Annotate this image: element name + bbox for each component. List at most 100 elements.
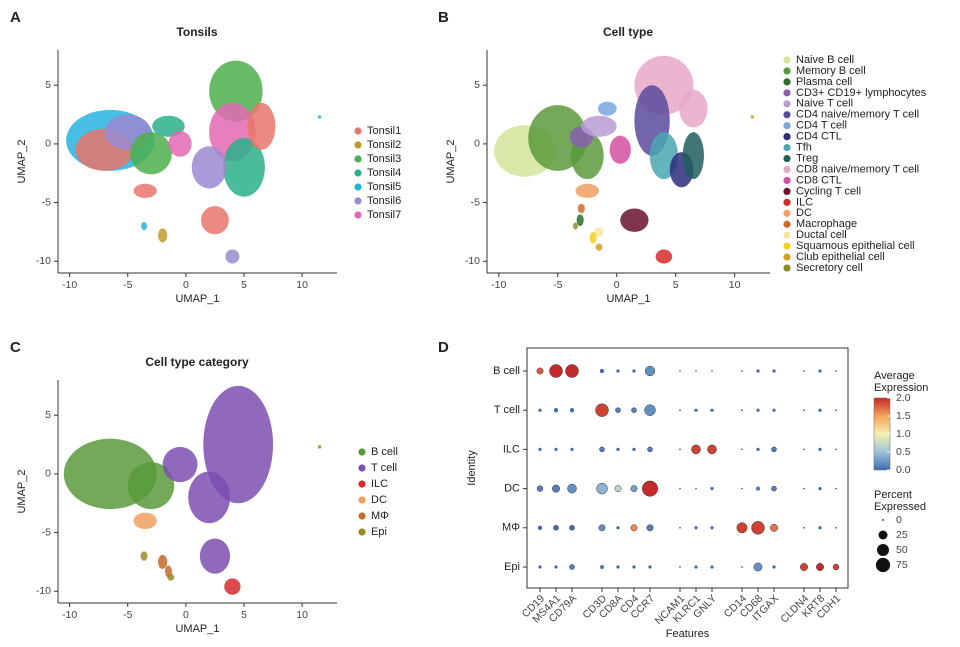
dot: [770, 523, 778, 532]
y-tick-label: -10: [465, 255, 480, 267]
legend-label: Naive B cell: [796, 54, 854, 66]
plot-frame: [526, 347, 849, 589]
cluster-region: [679, 89, 708, 128]
dot: [695, 370, 697, 372]
dot: [679, 370, 681, 372]
dot: [537, 525, 543, 530]
dot: [771, 446, 777, 453]
cluster-region: [127, 462, 175, 510]
dot: [756, 369, 760, 373]
size-legend-label: 25: [896, 529, 908, 541]
cluster-region: [152, 115, 185, 137]
x-tick-label: 0: [614, 279, 620, 291]
dot: [803, 526, 805, 529]
dot: [772, 408, 776, 412]
dot: [553, 525, 559, 531]
size-legend-label: 75: [896, 559, 908, 571]
legend-marker: [783, 209, 791, 217]
legend-label: MΦ: [371, 510, 389, 522]
dot: [679, 487, 681, 490]
dot: [711, 370, 713, 372]
x-tick-label: 10: [729, 279, 741, 291]
x-axis-label: Features: [666, 628, 710, 640]
dot: [741, 370, 743, 372]
dot: [835, 487, 837, 490]
legend-marker: [783, 220, 791, 228]
dot: [800, 563, 808, 571]
dot: [818, 369, 822, 373]
size-legend-label: 0: [896, 514, 902, 526]
cluster-region: [682, 132, 704, 180]
chart-title: Cell type category: [145, 355, 249, 369]
dot: [599, 368, 605, 374]
legend-label: Tonsil5: [367, 181, 401, 193]
cluster-region: [576, 214, 584, 227]
dot: [751, 521, 765, 535]
dot: [772, 369, 776, 373]
dot: [599, 446, 605, 453]
legend-marker: [354, 197, 362, 205]
x-axis-label: UMAP_1: [606, 293, 650, 305]
y-tick-label: 0: [45, 138, 51, 150]
y-tick-label: -5: [42, 526, 51, 538]
size-legend-dot: [878, 530, 888, 540]
dot: [644, 404, 656, 416]
legend-label: CD3+ CD19+ lymphocytes: [796, 87, 927, 99]
x-tick-label: -10: [62, 279, 77, 291]
dot: [736, 522, 748, 534]
dot: [741, 409, 743, 412]
size-legend-title: Expressed: [874, 501, 926, 513]
y-tick-label: -5: [42, 196, 51, 208]
legend-marker: [358, 464, 366, 472]
cluster-region: [200, 206, 229, 235]
legend-marker: [783, 89, 791, 97]
size-legend-label: 50: [896, 544, 908, 556]
x-tick-label: 5: [241, 279, 247, 291]
legend-marker: [783, 231, 791, 239]
legend-marker: [358, 528, 366, 536]
dot: [803, 370, 805, 372]
dot: [569, 564, 575, 570]
legend-label: Treg: [796, 152, 818, 164]
legend-label: Club epithelial cell: [796, 251, 885, 263]
size-legend-title: Percent: [874, 489, 912, 501]
legend-label: Epi: [371, 526, 387, 538]
x-tick-label: -10: [491, 279, 506, 291]
dot: [695, 487, 697, 490]
legend-label: Cycling T cell: [796, 185, 861, 197]
dot: [598, 524, 606, 532]
dot: [803, 487, 805, 490]
dot: [818, 486, 822, 491]
legend-label: Naive T cell: [796, 98, 853, 110]
legend-marker: [783, 242, 791, 250]
cluster-region: [162, 446, 198, 483]
dot: [632, 369, 636, 373]
legend-marker: [354, 127, 362, 135]
dot: [552, 484, 560, 493]
dot: [710, 526, 714, 530]
dot: [632, 565, 636, 569]
dot: [538, 447, 542, 452]
size-legend-dot: [877, 544, 889, 556]
dot: [741, 566, 743, 568]
cluster-region: [157, 228, 168, 243]
y-axis-label: UMAP_2: [445, 139, 457, 183]
legend-label: Squamous epithelial cell: [796, 240, 915, 252]
dot: [679, 566, 681, 568]
x-tick-label: 5: [241, 609, 247, 621]
y-axis-label: Identity: [466, 450, 478, 486]
legend-label: DC: [371, 494, 387, 506]
dot: [679, 409, 681, 412]
dot: [569, 525, 575, 531]
y-tick-label: DC: [504, 483, 520, 495]
dot: [694, 565, 698, 569]
legend-marker: [358, 480, 366, 488]
dot: [691, 444, 701, 455]
legend-label: Tonsil2: [367, 139, 401, 151]
legend-marker: [354, 211, 362, 219]
size-legend-dot: [875, 557, 891, 573]
cluster-region: [620, 208, 649, 232]
cluster-region: [609, 135, 631, 164]
cluster-region: [750, 115, 755, 119]
legend-marker: [783, 187, 791, 195]
